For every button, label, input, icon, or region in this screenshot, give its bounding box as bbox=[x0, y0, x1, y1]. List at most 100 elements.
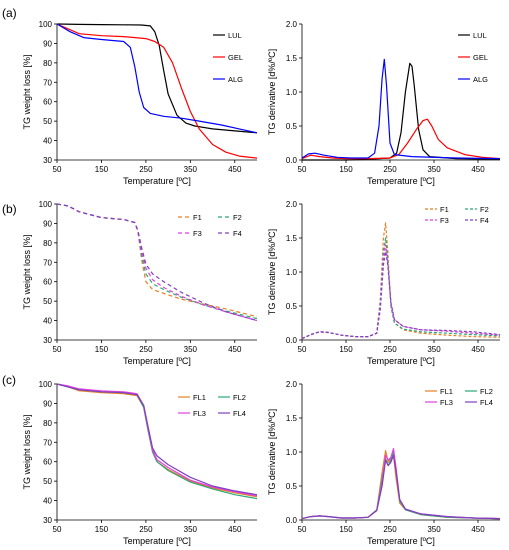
x-axis-title: Temperature [ºC] bbox=[123, 356, 191, 366]
legend-label: FL3 bbox=[193, 409, 206, 418]
x-axis-title: Temperature [ºC] bbox=[367, 356, 435, 366]
y-tick-label: 40 bbox=[43, 317, 52, 326]
legend-label: FL4 bbox=[480, 398, 493, 407]
legend-label: ALG bbox=[473, 75, 488, 84]
x-tick-label: 250 bbox=[139, 525, 153, 534]
chart-4: 0.0 0.5 1.0 1.5 2.0 50 150 250 350 450 Temperature… bbox=[267, 200, 501, 366]
y-tick-label: 80 bbox=[43, 59, 52, 68]
y-tick-label: 1.0 bbox=[286, 268, 298, 277]
legend: FL1 FL2 FL3 FL4 bbox=[425, 387, 493, 407]
x-tick-label: 350 bbox=[427, 165, 441, 174]
y-tick-label: 1.0 bbox=[286, 88, 298, 97]
x-tick-label: 150 bbox=[95, 525, 109, 534]
series-line-lul bbox=[302, 62, 501, 161]
y-axis-title: TG derivative [d%/ºC] bbox=[267, 229, 277, 315]
x-tick-label: 450 bbox=[228, 345, 242, 354]
y-tick-label: 60 bbox=[43, 98, 52, 107]
y-tick-label: 0.0 bbox=[286, 516, 298, 525]
series-line-alg bbox=[56, 23, 258, 134]
y-tick-label: 70 bbox=[43, 438, 52, 447]
legend-label: F2 bbox=[480, 205, 489, 214]
panel-label-a: (a) bbox=[2, 6, 17, 20]
legend-label: F4 bbox=[480, 216, 489, 225]
legend-label: GEL bbox=[228, 53, 243, 62]
y-tick-label: 1.5 bbox=[286, 414, 298, 423]
x-tick-label: 50 bbox=[53, 165, 62, 174]
chart-1: 30 40 50 60 70 80 90 100 50 150 250 350 450 Temperatu… bbox=[22, 20, 258, 186]
x-tick-label: 350 bbox=[427, 345, 441, 354]
legend-label: F2 bbox=[233, 213, 242, 222]
y-tick-label: 90 bbox=[43, 399, 52, 408]
y-tick-label: 60 bbox=[43, 458, 52, 467]
x-tick-label: 150 bbox=[339, 345, 353, 354]
legend-label: F3 bbox=[193, 229, 202, 238]
series-line-fl2 bbox=[56, 383, 258, 500]
legend-label: GEL bbox=[473, 53, 488, 62]
series-line-f4 bbox=[56, 203, 258, 322]
y-tick-label: 70 bbox=[43, 78, 52, 87]
y-tick-label: 90 bbox=[43, 219, 52, 228]
y-tick-label: 80 bbox=[43, 419, 52, 428]
series-line-fl2 bbox=[301, 451, 501, 520]
chart-2: 0.0 0.5 1.0 1.5 2.0 50 150 250 350 450 Temperature… bbox=[267, 20, 501, 186]
legend-label: FL2 bbox=[233, 393, 246, 402]
x-tick-label: 150 bbox=[339, 525, 353, 534]
series-line-fl4 bbox=[301, 454, 501, 520]
x-tick-label: 250 bbox=[383, 165, 397, 174]
series-line-fl3 bbox=[56, 383, 258, 497]
series-line-alg bbox=[301, 58, 501, 160]
y-tick-label: 50 bbox=[43, 117, 52, 126]
chart-3: 30 40 50 60 70 80 90 100 50 150 250 350 450 Temperatu… bbox=[22, 200, 258, 366]
legend-label: F1 bbox=[440, 205, 449, 214]
series-line-f4 bbox=[301, 251, 501, 340]
y-tick-label: 0.5 bbox=[286, 482, 298, 491]
y-axis-title: TG weight loss [%] bbox=[22, 54, 32, 129]
x-tick-label: 150 bbox=[95, 345, 109, 354]
series-line-fl4 bbox=[56, 383, 258, 496]
legend: FL1 FL2 FL3 FL4 bbox=[178, 393, 246, 418]
series-line-lul bbox=[56, 23, 258, 134]
x-tick-label: 150 bbox=[339, 165, 353, 174]
y-axis-title: TG weight loss [%] bbox=[22, 234, 32, 309]
x-axis-title: Temperature [ºC] bbox=[123, 176, 191, 186]
y-tick-label: 100 bbox=[39, 20, 53, 29]
y-tick-label: 80 bbox=[43, 239, 52, 248]
legend: LUL GEL ALG bbox=[213, 31, 243, 84]
y-tick-label: 30 bbox=[43, 516, 52, 525]
x-tick-label: 450 bbox=[228, 165, 242, 174]
x-tick-label: 50 bbox=[53, 525, 62, 534]
chart-5: 30 40 50 60 70 80 90 100 50 150 250 350 450 Temperatu… bbox=[22, 380, 258, 546]
series-line-f3 bbox=[56, 203, 258, 322]
legend-label: LUL bbox=[473, 31, 487, 40]
y-tick-label: 0.5 bbox=[286, 122, 298, 131]
legend-label: LUL bbox=[228, 31, 242, 40]
x-axis-title: Temperature [ºC] bbox=[123, 536, 191, 546]
y-tick-label: 100 bbox=[39, 380, 53, 389]
y-tick-label: 40 bbox=[43, 137, 52, 146]
legend-label: FL3 bbox=[440, 398, 453, 407]
y-tick-label: 70 bbox=[43, 258, 52, 267]
x-axis-title: Temperature [ºC] bbox=[367, 176, 435, 186]
legend-label: ALG bbox=[228, 75, 243, 84]
legend-label: FL2 bbox=[480, 387, 493, 396]
y-tick-label: 0.0 bbox=[286, 336, 298, 345]
panel-label-c: (c) bbox=[2, 373, 16, 387]
x-tick-label: 450 bbox=[471, 345, 485, 354]
legend: LUL GEL ALG bbox=[458, 31, 488, 84]
legend: F1 F2 F3 F4 bbox=[425, 205, 489, 225]
x-tick-label: 450 bbox=[228, 525, 242, 534]
legend-label: FL1 bbox=[440, 387, 453, 396]
legend-label: FL4 bbox=[233, 409, 246, 418]
y-tick-label: 0.5 bbox=[286, 302, 298, 311]
y-tick-label: 30 bbox=[43, 336, 52, 345]
chart-6: 0.0 0.5 1.0 1.5 2.0 50 150 250 350 450 Temperature… bbox=[267, 380, 501, 546]
y-tick-label: 40 bbox=[43, 497, 52, 506]
series-line-fl1 bbox=[301, 450, 501, 520]
x-axis-title: Temperature [ºC] bbox=[367, 536, 435, 546]
x-tick-label: 450 bbox=[471, 525, 485, 534]
x-tick-label: 350 bbox=[184, 165, 198, 174]
legend: F1 F2 F3 F4 bbox=[178, 213, 242, 238]
series-line-f2 bbox=[301, 237, 501, 340]
y-tick-label: 100 bbox=[39, 200, 53, 209]
